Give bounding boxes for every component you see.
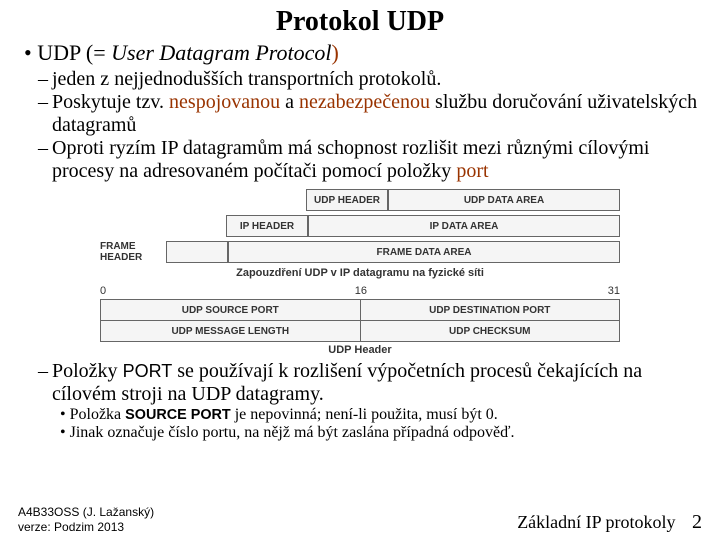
b2-k1: nespojovanou — [169, 91, 280, 113]
ruler-0: 0 — [100, 285, 106, 297]
src-port-cell: UDP SOURCE PORT — [101, 300, 361, 321]
udp-header-table: UDP SOURCE PORT UDP DESTINATION PORT UDP… — [100, 299, 620, 342]
s2-t1: Jinak označuje číslo portu, na nějž má b… — [70, 424, 515, 441]
footer-left: A4B33OSS (J. Lažanský) verze: Podzim 201… — [18, 505, 154, 534]
ip-data-box: IP DATA AREA — [308, 215, 620, 237]
b2-t2: a — [280, 91, 299, 113]
udp-data-box: UDP DATA AREA — [388, 189, 620, 211]
frame-header-box — [166, 241, 228, 263]
footer-right: Základní IP protokoly 2 — [517, 511, 702, 534]
encap-spacer — [100, 189, 306, 211]
udp-header-box: UDP HEADER — [306, 189, 388, 211]
main-bullet: • UDP (= User Datagram Protocol) — [18, 40, 702, 66]
b4-m1: PORT — [123, 361, 173, 381]
frame-data-box: FRAME DATA AREA — [228, 241, 620, 263]
encap-spacer — [100, 215, 226, 237]
dst-port-cell: UDP DESTINATION PORT — [360, 300, 620, 321]
footer-course: A4B33OSS (J. Lažanský) — [18, 505, 154, 519]
table-row: UDP MESSAGE LENGTH UDP CHECKSUM — [101, 321, 620, 342]
sub-bullet-1: •Položka SOURCE PORT je nepovinná; není-… — [18, 406, 702, 424]
encap-row-frame: FRAME HEADER FRAME DATA AREA — [100, 241, 620, 263]
slide-footer: A4B33OSS (J. Lažanský) verze: Podzim 201… — [18, 505, 702, 534]
bullet-2: –Poskytuje tzv. nespojovanou a nezabezpe… — [18, 91, 702, 137]
b2-k2: nezabezpečenou — [299, 91, 430, 113]
dot: • — [60, 424, 70, 441]
b1-text: jeden z nejjednodušších transportních pr… — [52, 68, 441, 90]
table-row: UDP SOURCE PORT UDP DESTINATION PORT — [101, 300, 620, 321]
l1-pre: UDP (= — [37, 40, 111, 65]
l1-italic: User Datagram Protocol — [111, 40, 331, 65]
s1-t2: je nepovinná; není-li použita, musí být … — [231, 406, 498, 423]
dot: • — [60, 406, 70, 423]
encap-row-udp: UDP HEADER UDP DATA AREA — [100, 189, 620, 211]
encap-row-ip: IP HEADER IP DATA AREA — [100, 215, 620, 237]
dash: – — [38, 360, 52, 382]
ip-header-box: IP HEADER — [226, 215, 308, 237]
ruler-31: 31 — [608, 285, 620, 297]
length-cell: UDP MESSAGE LENGTH — [101, 321, 361, 342]
page-number: 2 — [692, 511, 702, 533]
footer-version: verze: Podzim 2013 — [18, 520, 154, 534]
bullet-1: –jeden z nejjednodušších transportních p… — [18, 68, 702, 91]
bullet-3: –Oproti ryzím IP datagramům má schopnost… — [18, 137, 702, 183]
footer-topic: Základní IP protokoly — [517, 512, 675, 532]
encap-caption: Zapouzdření UDP v IP datagramu na fyzick… — [100, 267, 620, 279]
frame-header-label: FRAME HEADER — [100, 241, 166, 263]
b3-t1: Oproti ryzím IP datagramům má schopnost … — [52, 137, 649, 182]
b3-k1: port — [456, 160, 488, 182]
header-caption: UDP Header — [100, 344, 620, 356]
encapsulation-diagram: UDP HEADER UDP DATA AREA IP HEADER IP DA… — [100, 189, 620, 356]
dash: – — [38, 137, 52, 159]
ruler-16: 16 — [355, 285, 367, 297]
header-ruler: 0 16 31 — [100, 285, 620, 299]
sub-bullet-2: •Jinak označuje číslo portu, na nějž má … — [18, 424, 702, 442]
bullet-4: –Položky PORT se používají k rozlišení v… — [18, 360, 702, 406]
checksum-cell: UDP CHECKSUM — [360, 321, 620, 342]
slide-title: Protokol UDP — [18, 6, 702, 38]
l1-post: ) — [332, 40, 339, 65]
dash: – — [38, 68, 52, 90]
b4-t1: Položky — [52, 360, 123, 382]
bullet-dot: • — [24, 40, 32, 65]
b2-t1: Poskytuje tzv. — [52, 91, 169, 113]
s1-t1: Položka — [70, 406, 126, 423]
s1-m1: SOURCE PORT — [125, 407, 231, 423]
dash: – — [38, 91, 52, 113]
